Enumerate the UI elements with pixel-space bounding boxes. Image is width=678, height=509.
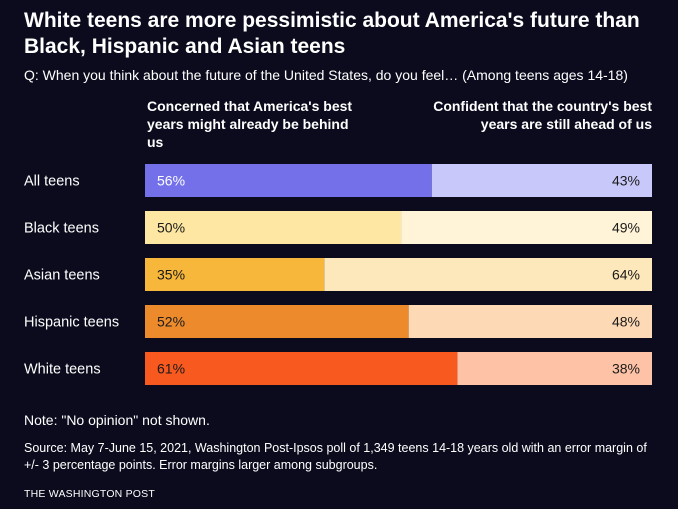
value-label-concerned-all-teens: 56% [157,173,185,189]
publisher-credit: THE WASHINGTON POST [24,488,155,500]
category-label-hispanic-teens: Hispanic teens [24,315,119,331]
bar-concerned-asian-teens [145,258,325,291]
bar-concerned-white-teens [145,352,458,385]
category-label-all-teens: All teens [24,174,80,190]
stacked-bar-chart: All teens 56% 43% Black teens 50% 49% Asian te… [24,164,652,385]
value-label-confident-black-teens: 49% [612,220,640,236]
value-label-confident-asian-teens: 64% [612,267,640,283]
bar-concerned-black-teens [145,211,402,244]
bar-concerned-all-teens [145,164,432,197]
value-label-concerned-black-teens: 50% [157,220,185,236]
value-label-concerned-asian-teens: 35% [157,267,185,283]
series-header-concerned: Concerned that America's best years migh… [147,98,353,150]
value-label-confident-white-teens: 38% [612,361,640,377]
value-label-confident-all-teens: 43% [612,173,640,189]
category-label-white-teens: White teens [24,362,101,378]
survey-question: Q: When you think about the future of th… [24,67,628,83]
series-header-confident: Confident that the country's best years … [433,98,652,132]
category-label-black-teens: Black teens [24,221,99,237]
bar-confident-black-teens [401,211,652,244]
bar-confident-white-teens [457,352,652,385]
category-label-asian-teens: Asian teens [24,268,100,284]
bar-confident-hispanic-teens [408,305,652,338]
bar-confident-all-teens [431,164,652,197]
chart-note: Note: "No opinion" not shown. [24,412,210,428]
value-label-confident-hispanic-teens: 48% [612,314,640,330]
value-label-concerned-white-teens: 61% [157,361,185,377]
value-label-concerned-hispanic-teens: 52% [157,314,185,330]
chart-source: Source: May 7-June 15, 2021, Washington … [24,441,647,472]
chart-title: White teens are more pessimistic about A… [24,9,640,58]
bar-concerned-hispanic-teens [145,305,409,338]
bar-confident-asian-teens [324,258,652,291]
